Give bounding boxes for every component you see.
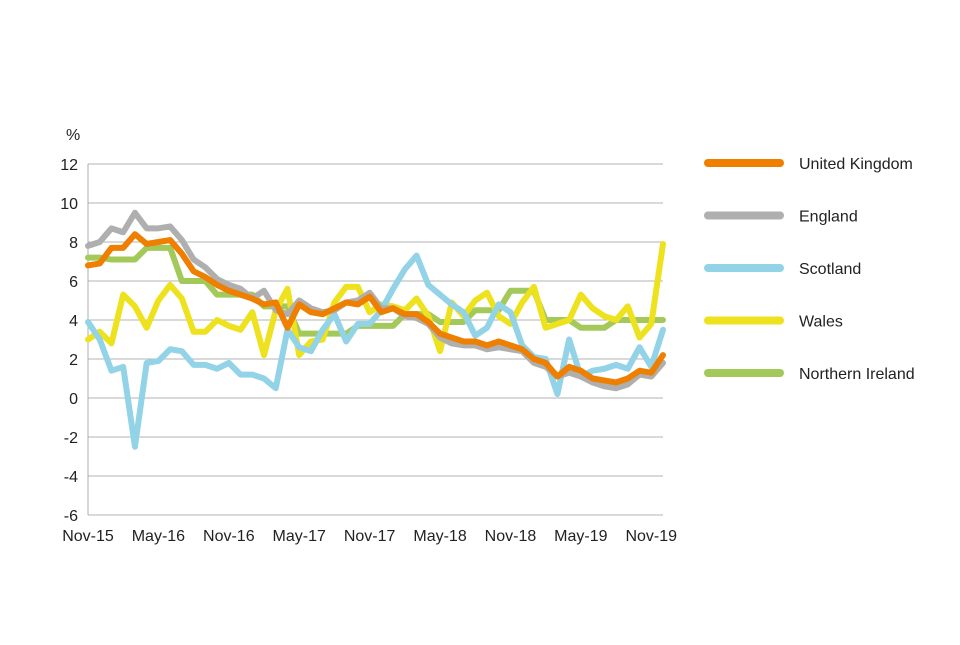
gridlines — [88, 163, 663, 516]
y-tick-label: 6 — [69, 274, 78, 291]
y-tick-label: -6 — [64, 508, 78, 525]
x-tick-label: Nov-17 — [344, 528, 396, 545]
legend-label: England — [799, 209, 858, 226]
legend-label: United Kingdom — [799, 156, 913, 173]
y-tick-label: -2 — [64, 430, 78, 447]
y-tick-label: 8 — [69, 235, 78, 252]
x-tick-label: May-19 — [554, 528, 607, 545]
x-tick-label: Nov-15 — [62, 528, 114, 545]
series-lines — [85, 209, 666, 450]
x-tick-label: May-18 — [413, 528, 466, 545]
y-tick-label: -4 — [64, 469, 78, 486]
x-tick-label: May-16 — [132, 528, 185, 545]
y-tick-label: 2 — [69, 352, 78, 369]
y-tick-label: 12 — [60, 157, 78, 174]
y-axis-label: % — [66, 127, 80, 144]
legend-label: Wales — [799, 314, 843, 331]
x-tick-label: Nov-19 — [625, 528, 677, 545]
legend-label: Northern Ireland — [799, 366, 915, 383]
legend: United Kingdom England Scotland Wales Northe… — [704, 156, 915, 383]
series-line-united-kingdom — [85, 231, 666, 386]
y-tick-label: 4 — [69, 313, 78, 330]
x-tick-label: Nov-16 — [203, 528, 255, 545]
y-tick-label: 0 — [69, 391, 78, 408]
y-tick-label: 10 — [60, 196, 78, 213]
x-tick-label: May-17 — [273, 528, 326, 545]
series-line-scotland — [85, 252, 666, 450]
legend-label: Scotland — [799, 261, 861, 278]
axes: 12 10 8 6 4 2 0 -2 -4 -6% Nov-15 May-16 Nov-16 May-17… — [60, 127, 677, 545]
x-tick-label: Nov-18 — [485, 528, 537, 545]
